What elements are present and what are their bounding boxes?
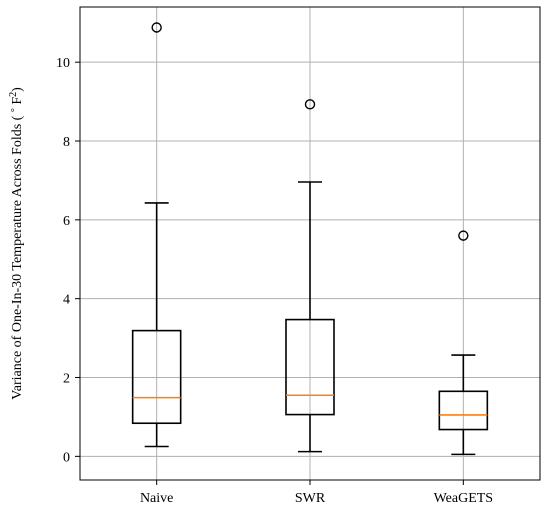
box-iqr [285, 318, 335, 416]
outlier-point [304, 99, 316, 110]
y-tick-label: 8 [63, 135, 70, 150]
y-axis-label-superscript: 2 [8, 92, 19, 97]
outlier-point [458, 230, 469, 241]
y-axis-label-degree: ° [10, 108, 21, 112]
y-tick-label: 10 [56, 56, 70, 71]
y-axis-label-unit: F [10, 97, 25, 109]
x-tick-label: Naive [140, 491, 173, 506]
box-iqr [131, 329, 182, 425]
y-tick-label: 2 [63, 372, 70, 387]
y-axis-label-close: ) [10, 87, 25, 92]
outlier-point [151, 22, 162, 33]
box-layer [131, 22, 489, 456]
tick-layer: 0 2 4 6 8 10 Naive SWR WeaGETS [56, 56, 493, 506]
y-tick-label: 4 [63, 293, 70, 308]
y-tick-label: 0 [63, 450, 70, 465]
y-tick-label: 6 [63, 214, 70, 229]
y-axis-label-main: Variance of One-In-30 Temperature Across… [10, 112, 25, 400]
x-tick-label: WeaGETS [434, 491, 494, 506]
x-tick-label: SWR [295, 491, 326, 506]
y-axis-label: Variance of One-In-30 Temperature Across… [8, 87, 25, 400]
box-iqr [438, 390, 489, 431]
